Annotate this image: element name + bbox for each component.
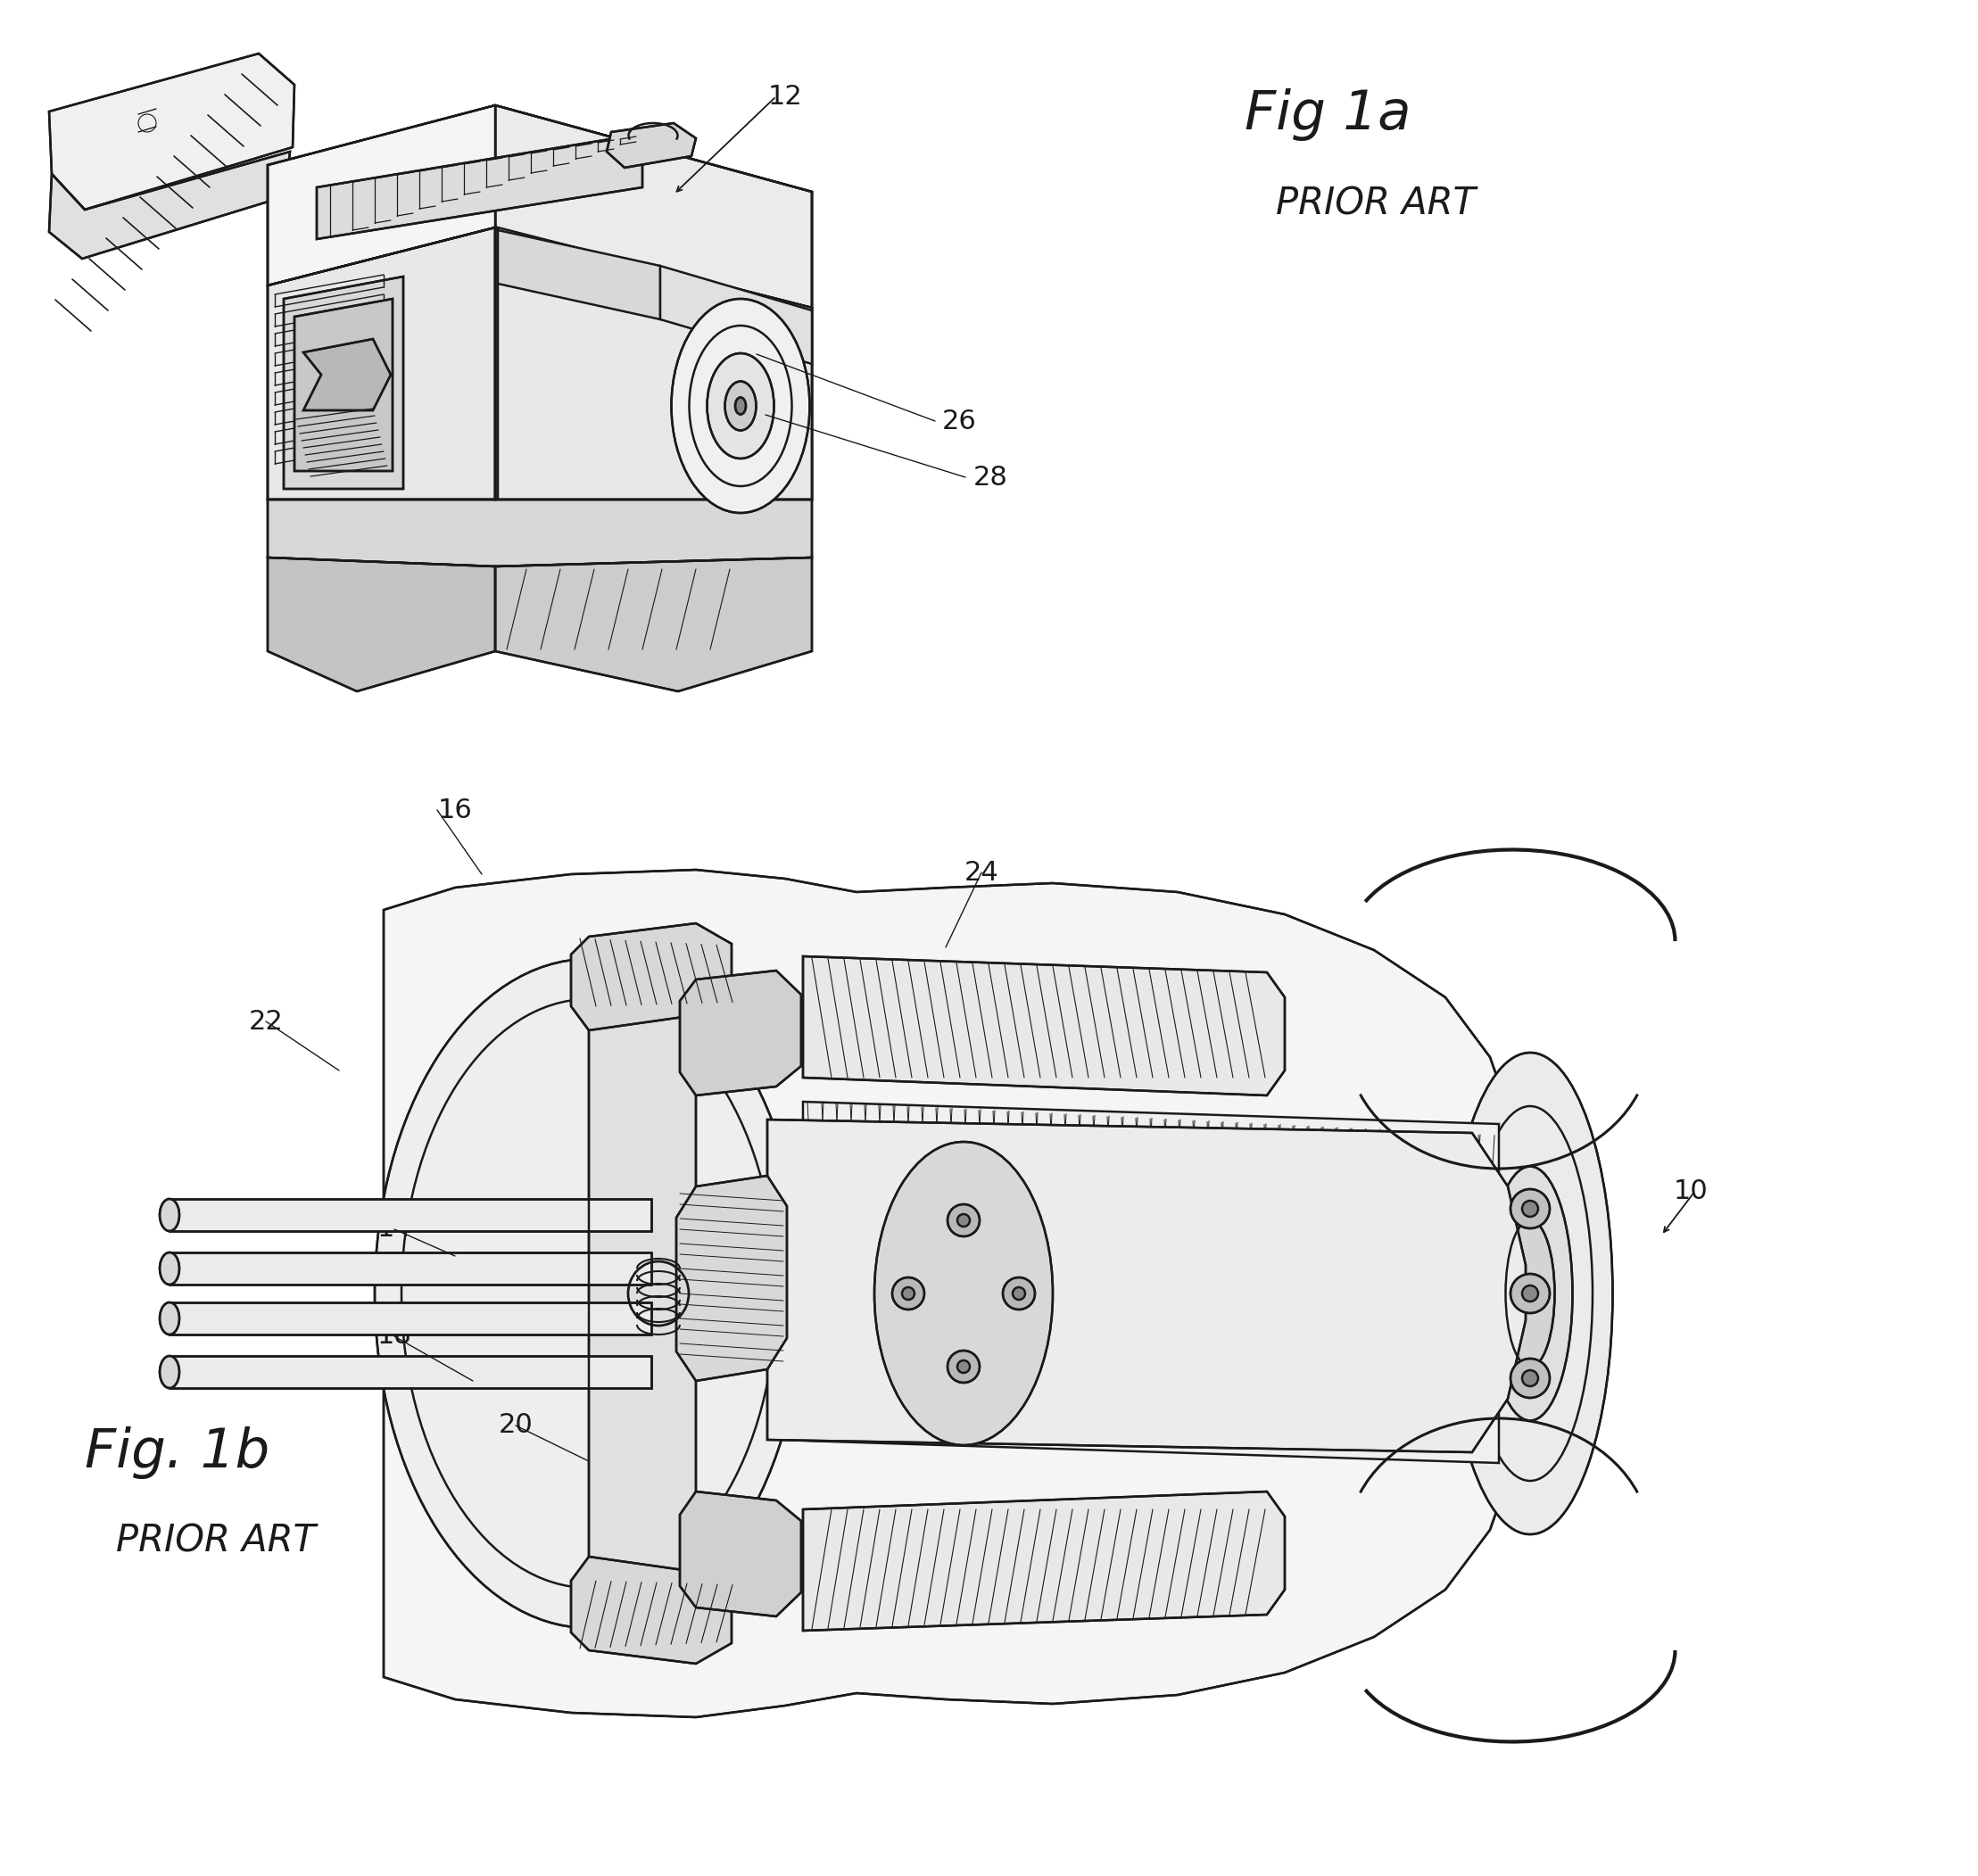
Text: 18: 18 bbox=[378, 1323, 411, 1349]
Text: PRIOR ART: PRIOR ART bbox=[117, 1523, 316, 1561]
Polygon shape bbox=[170, 1356, 651, 1388]
Polygon shape bbox=[498, 231, 661, 319]
Polygon shape bbox=[295, 298, 392, 471]
Polygon shape bbox=[494, 557, 811, 692]
Circle shape bbox=[1523, 1201, 1539, 1218]
Polygon shape bbox=[676, 1176, 787, 1381]
Circle shape bbox=[1511, 1358, 1549, 1398]
Text: 16: 16 bbox=[437, 797, 473, 824]
Ellipse shape bbox=[736, 398, 746, 415]
Ellipse shape bbox=[374, 959, 803, 1628]
Polygon shape bbox=[170, 1199, 651, 1231]
Ellipse shape bbox=[706, 353, 773, 458]
Ellipse shape bbox=[874, 1142, 1052, 1445]
Ellipse shape bbox=[160, 1199, 180, 1231]
Polygon shape bbox=[661, 266, 811, 364]
Polygon shape bbox=[49, 152, 291, 259]
Polygon shape bbox=[170, 1302, 651, 1334]
Polygon shape bbox=[498, 227, 811, 499]
Circle shape bbox=[892, 1278, 924, 1309]
Polygon shape bbox=[572, 923, 732, 1030]
Text: 30: 30 bbox=[352, 587, 388, 612]
Polygon shape bbox=[803, 1101, 1499, 1463]
Ellipse shape bbox=[160, 1253, 180, 1285]
Ellipse shape bbox=[1505, 1219, 1555, 1368]
Text: 20: 20 bbox=[498, 1413, 532, 1439]
Polygon shape bbox=[680, 970, 801, 1096]
Polygon shape bbox=[803, 957, 1286, 1096]
Text: Fig 1a: Fig 1a bbox=[1244, 88, 1410, 141]
Polygon shape bbox=[494, 105, 811, 499]
Polygon shape bbox=[49, 54, 295, 210]
Text: 26: 26 bbox=[942, 409, 977, 433]
Ellipse shape bbox=[160, 1356, 180, 1388]
Ellipse shape bbox=[160, 1302, 180, 1334]
Polygon shape bbox=[267, 105, 811, 308]
Ellipse shape bbox=[671, 298, 809, 512]
Polygon shape bbox=[494, 227, 811, 499]
Polygon shape bbox=[384, 870, 1531, 1717]
Polygon shape bbox=[607, 124, 696, 167]
Text: Fig. 1b: Fig. 1b bbox=[85, 1426, 269, 1478]
Text: 24: 24 bbox=[963, 859, 999, 885]
Circle shape bbox=[957, 1214, 969, 1227]
Circle shape bbox=[957, 1360, 969, 1373]
Polygon shape bbox=[267, 557, 494, 692]
Text: 12: 12 bbox=[767, 83, 803, 109]
Polygon shape bbox=[680, 1491, 801, 1617]
Text: 28: 28 bbox=[973, 465, 1007, 490]
Circle shape bbox=[1511, 1189, 1549, 1229]
Circle shape bbox=[902, 1287, 914, 1300]
Circle shape bbox=[1523, 1369, 1539, 1386]
Polygon shape bbox=[303, 340, 392, 411]
Polygon shape bbox=[767, 1120, 1525, 1452]
Ellipse shape bbox=[1448, 1052, 1612, 1535]
Circle shape bbox=[1003, 1278, 1034, 1309]
Polygon shape bbox=[283, 276, 404, 490]
Text: 22: 22 bbox=[249, 1009, 283, 1034]
Text: 10: 10 bbox=[1673, 1178, 1707, 1204]
Polygon shape bbox=[572, 1557, 732, 1664]
Circle shape bbox=[1523, 1285, 1539, 1302]
Circle shape bbox=[947, 1204, 979, 1236]
Text: 14: 14 bbox=[378, 1216, 411, 1242]
Polygon shape bbox=[316, 133, 643, 238]
Polygon shape bbox=[267, 499, 811, 567]
Polygon shape bbox=[267, 227, 494, 499]
Ellipse shape bbox=[724, 381, 756, 430]
Circle shape bbox=[1013, 1287, 1025, 1300]
Polygon shape bbox=[589, 946, 696, 1642]
Polygon shape bbox=[170, 1253, 651, 1285]
Circle shape bbox=[1511, 1274, 1549, 1313]
Ellipse shape bbox=[1487, 1167, 1573, 1420]
Text: PRIOR ART: PRIOR ART bbox=[1276, 184, 1476, 221]
Polygon shape bbox=[803, 1491, 1286, 1630]
Circle shape bbox=[947, 1351, 979, 1383]
